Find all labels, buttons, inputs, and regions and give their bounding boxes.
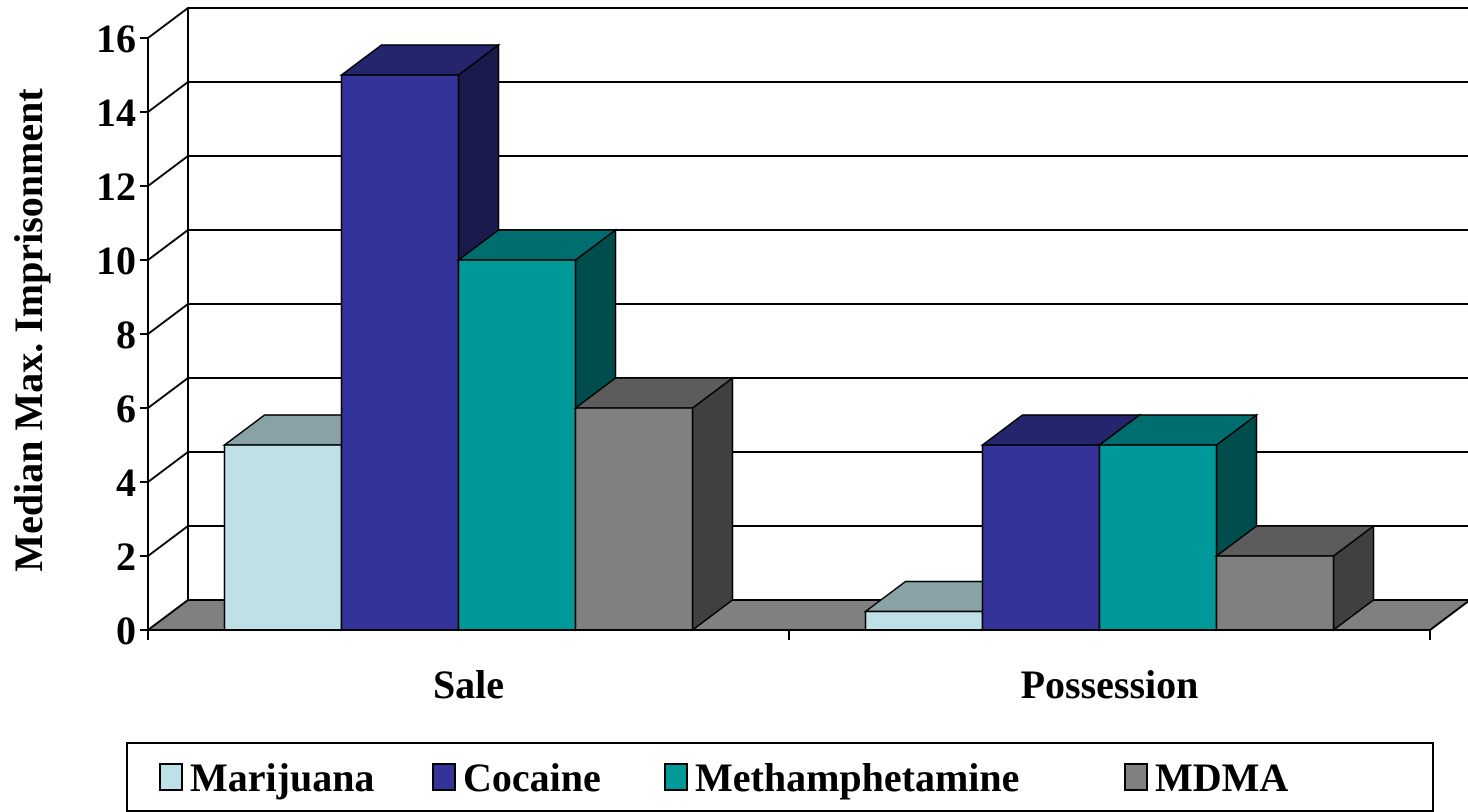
gridline (147, 7, 1468, 39)
bar-front (340, 74, 460, 631)
legend-swatch (159, 763, 183, 791)
bar-front (1098, 444, 1218, 631)
legend-swatch (1124, 763, 1148, 791)
y-tick-label: 12 (96, 164, 136, 209)
y-tick-label: 4 (116, 460, 136, 505)
y-tick-label: 8 (116, 312, 136, 357)
bar-front (574, 407, 694, 631)
x-tick-labels: Sale Possession (433, 662, 1198, 707)
gridline (147, 303, 1468, 335)
y-tick-label: 0 (116, 608, 136, 653)
legend-label: Methamphetamine (695, 755, 1019, 800)
legend-item-cocaine: Cocaine (432, 755, 601, 800)
legend-label: Marijuana (190, 755, 374, 800)
legend-swatch (432, 763, 456, 791)
bar-front (1215, 555, 1335, 631)
y-tick-label: 10 (96, 238, 136, 283)
bar-front (223, 444, 343, 631)
legend: Marijuana Cocaine Methamphetamine MDMA (126, 742, 1434, 812)
legend-item-marijuana: Marijuana (159, 755, 374, 800)
x-tick-label: Sale (433, 662, 504, 707)
legend-item-mdma: MDMA (1124, 755, 1288, 800)
bar-front (457, 259, 577, 631)
legend-swatch (664, 763, 688, 791)
bars (222, 43, 1376, 632)
bar-mdma-possession (1214, 524, 1376, 632)
gridline (147, 155, 1468, 187)
y-tick-label: 14 (96, 90, 136, 135)
bar-side (691, 376, 734, 632)
legend-item-methamphetamine: Methamphetamine (664, 755, 1019, 800)
bar-front (864, 610, 984, 631)
gridline (147, 229, 1468, 261)
legend-box (126, 742, 1434, 812)
y-tick-labels: 0 2 4 6 8 10 12 14 16 (96, 16, 136, 653)
y-tick-label: 6 (116, 386, 136, 431)
legend-label: Cocaine (463, 755, 601, 800)
y-axis-label: Median Max. Imprisonment (6, 88, 51, 572)
y-tick-label: 16 (96, 16, 136, 61)
legend-label: MDMA (1155, 755, 1288, 800)
axes (140, 37, 1431, 640)
x-tick-label: Possession (1021, 662, 1199, 707)
bar-mdma-sale (573, 376, 735, 632)
gridline (147, 377, 1468, 409)
bar-front (981, 444, 1101, 631)
y-tick-label: 2 (116, 534, 136, 579)
gridline (147, 81, 1468, 113)
